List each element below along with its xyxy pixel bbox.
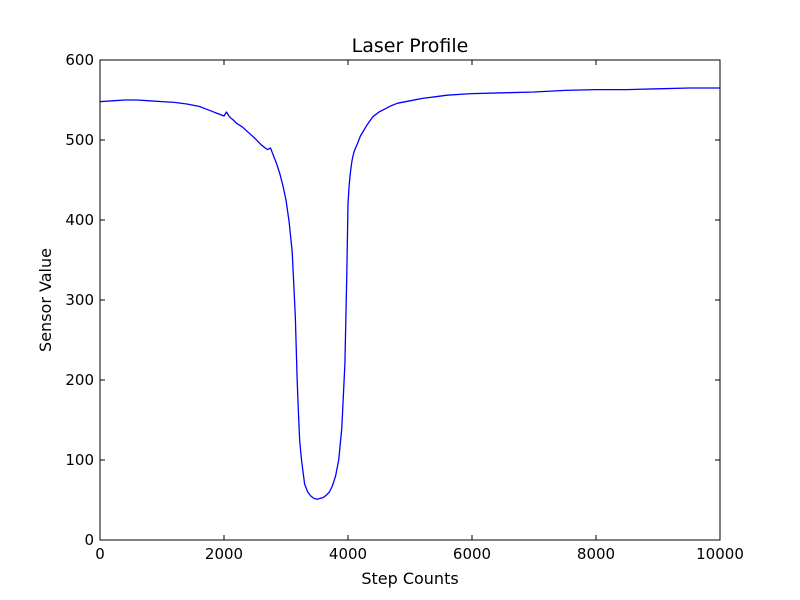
- axes: 0 2000 4000 6000 8000 10000 0 100 200 300 400 500 60…: [65, 51, 744, 563]
- y-tick-label: 100: [65, 451, 94, 469]
- y-axis-title: Sensor Value: [36, 248, 55, 352]
- y-tick-label: 200: [65, 371, 94, 389]
- x-axis-title: Step Counts: [361, 569, 458, 588]
- x-tick-label: 6000: [453, 545, 491, 563]
- x-tick-label: 8000: [577, 545, 615, 563]
- x-tick-label: 10000: [696, 545, 744, 563]
- y-tick-label: 600: [65, 51, 94, 69]
- x-tick-label: 4000: [329, 545, 367, 563]
- x-tick-label: 2000: [205, 545, 243, 563]
- plot-frame: [99, 59, 721, 541]
- series-line-0: [99, 87, 720, 500]
- y-tick-label: 500: [65, 131, 94, 149]
- y-tick-label: 300: [65, 291, 94, 309]
- y-tick-label: 0: [84, 531, 94, 549]
- x-tick-label: 0: [95, 545, 105, 563]
- chart-title: Laser Profile: [352, 35, 469, 57]
- chart-text: Laser Profile Step Counts Sensor Value: [36, 35, 468, 588]
- y-tick-label: 400: [65, 211, 94, 229]
- plot-area: [99, 87, 720, 500]
